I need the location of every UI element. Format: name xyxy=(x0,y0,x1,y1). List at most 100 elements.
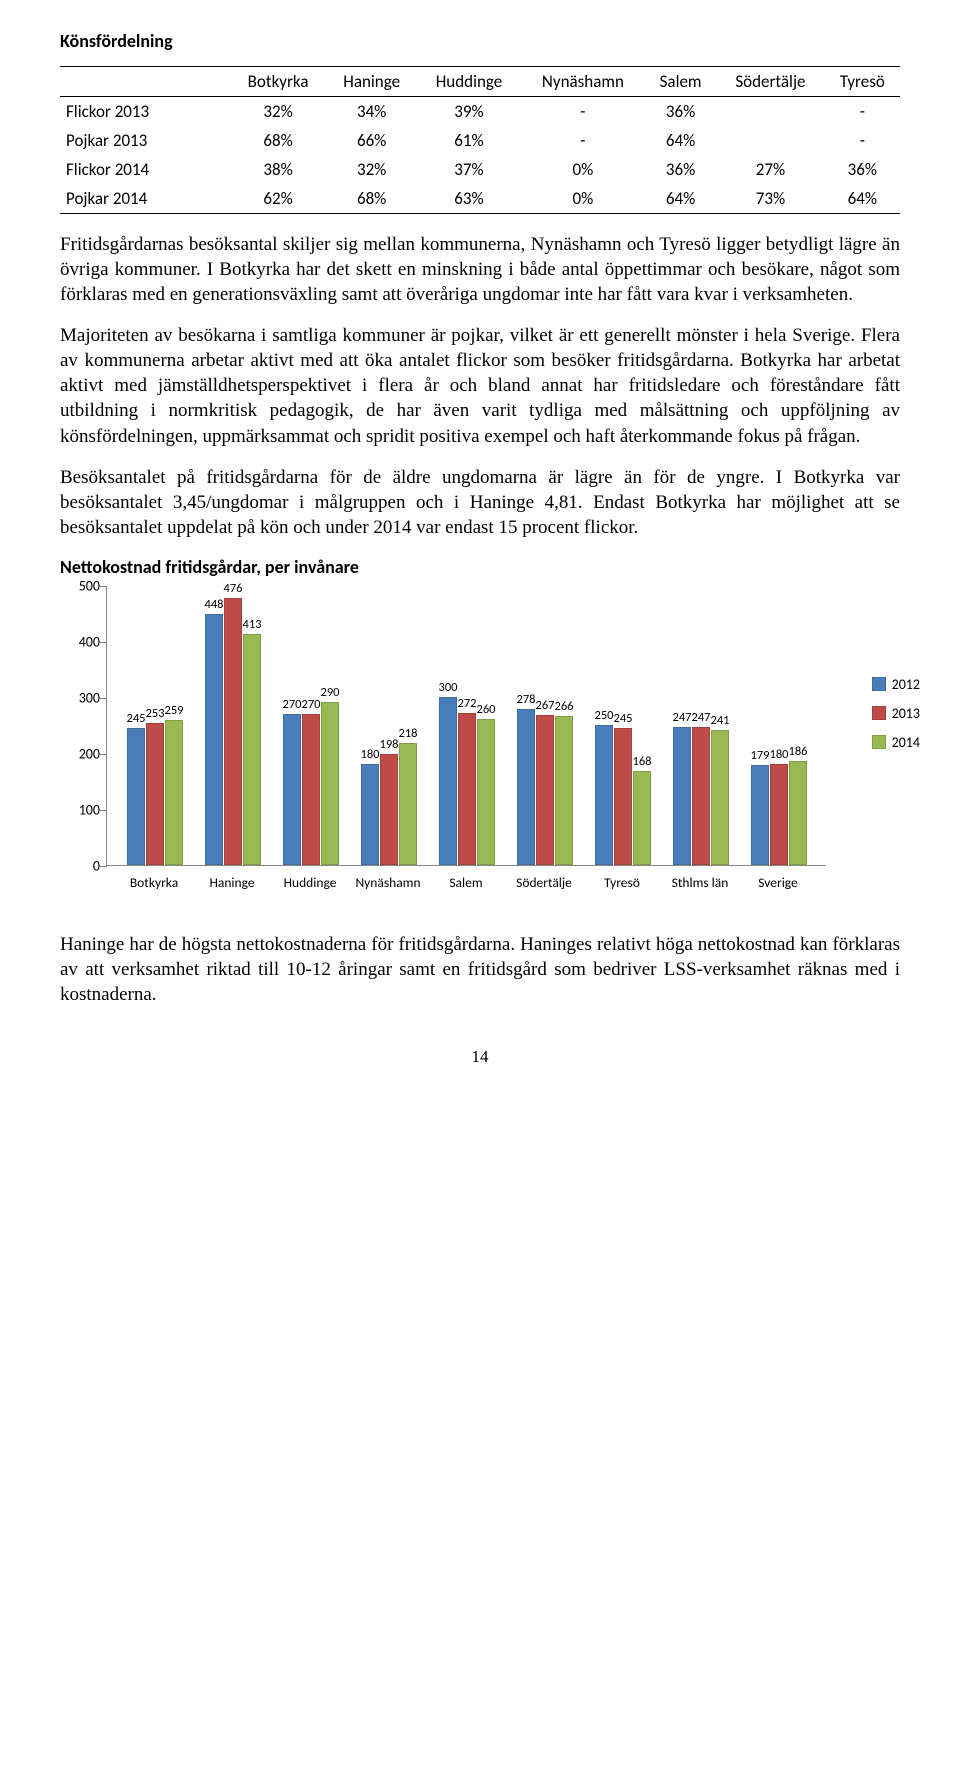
bar-value-label: 413 xyxy=(242,617,261,632)
bar xyxy=(536,715,554,865)
table-cell: 38% xyxy=(230,155,326,184)
table-cell: 62% xyxy=(230,184,326,214)
bar-value-label: 253 xyxy=(145,706,164,721)
bar xyxy=(517,709,535,865)
table-cell: 0% xyxy=(521,155,645,184)
table-cell: 36% xyxy=(645,97,716,127)
bar xyxy=(399,743,417,865)
table-col-header: Nynäshamn xyxy=(521,67,645,97)
bar-value-label: 476 xyxy=(223,581,242,596)
legend-swatch xyxy=(872,706,886,720)
x-axis-label: Huddinge xyxy=(284,874,337,891)
x-axis-label: Salem xyxy=(449,874,482,891)
table-cell: 66% xyxy=(326,126,417,155)
bar xyxy=(692,727,710,865)
bar-value-label: 260 xyxy=(476,702,495,717)
bar xyxy=(673,727,691,865)
bar xyxy=(321,702,339,864)
legend-item: 2013 xyxy=(872,705,920,722)
bar-value-label: 448 xyxy=(204,597,223,612)
x-axis-label: Sthlms län xyxy=(672,874,729,891)
closing-paragraph: Haninge har de högsta nettokostnaderna f… xyxy=(60,932,900,1007)
bar xyxy=(380,754,398,865)
bar xyxy=(243,634,261,865)
x-axis-label: Nynäshamn xyxy=(355,874,420,891)
bar-value-label: 270 xyxy=(301,697,320,712)
bar-value-label: 179 xyxy=(750,748,769,763)
table-cell: 64% xyxy=(825,184,900,214)
table-row-label: Flickor 2013 xyxy=(60,97,230,127)
legend-label: 2012 xyxy=(892,676,920,693)
table-col-header: Södertälje xyxy=(716,67,825,97)
table-col-header: Botkyrka xyxy=(230,67,326,97)
y-axis-tick-mark xyxy=(100,754,107,756)
bar-value-label: 218 xyxy=(398,726,417,741)
y-axis-tick-mark xyxy=(100,866,107,868)
legend-item: 2012 xyxy=(872,676,920,693)
bar xyxy=(711,730,729,865)
bar xyxy=(205,614,223,865)
bar xyxy=(555,716,573,865)
table-row-label: Pojkar 2014 xyxy=(60,184,230,214)
bar xyxy=(302,714,320,865)
chart-title: Nettokostnad fritidsgårdar, per invånare xyxy=(60,556,900,578)
x-axis-label: Tyresö xyxy=(604,874,640,891)
bar-value-label: 267 xyxy=(535,698,554,713)
bar-value-label: 245 xyxy=(613,711,632,726)
bar-value-label: 245 xyxy=(126,711,145,726)
bar-value-label: 180 xyxy=(769,747,788,762)
table-cell: 27% xyxy=(716,155,825,184)
bar xyxy=(146,723,164,865)
table-cell: 64% xyxy=(645,184,716,214)
table-cell: - xyxy=(521,126,645,155)
bar-value-label: 247 xyxy=(691,710,710,725)
y-axis-tick-mark xyxy=(100,642,107,644)
bar-value-label: 247 xyxy=(672,710,691,725)
legend-label: 2013 xyxy=(892,705,920,722)
body-paragraph: Besöksantalet på fritidsgårdarna för de … xyxy=(60,465,900,540)
x-axis-label: Södertälje xyxy=(516,874,572,891)
bar xyxy=(595,725,613,865)
table-cell: - xyxy=(825,97,900,127)
bar xyxy=(633,771,651,865)
page-number: 14 xyxy=(60,1047,900,1067)
bar-chart: 0100200300400500 24525325944847641327027… xyxy=(60,586,920,926)
bar xyxy=(361,764,379,865)
bar-value-label: 272 xyxy=(457,696,476,711)
legend-item: 2014 xyxy=(872,734,920,751)
body-paragraph: Fritidsgårdarnas besöksantal skiljer sig… xyxy=(60,232,900,307)
y-axis-tick: 0 xyxy=(93,857,100,874)
bar xyxy=(477,719,495,865)
bar xyxy=(789,761,807,865)
table-row-label: Flickor 2014 xyxy=(60,155,230,184)
body-paragraph: Majoriteten av besökarna i samtliga komm… xyxy=(60,323,900,448)
table-col-header: Tyresö xyxy=(825,67,900,97)
bar-value-label: 250 xyxy=(594,708,613,723)
bar xyxy=(458,713,476,865)
table-cell: 37% xyxy=(417,155,521,184)
table-cell: 73% xyxy=(716,184,825,214)
table-cell: 68% xyxy=(326,184,417,214)
table-cell: - xyxy=(521,97,645,127)
table-col-header: Haninge xyxy=(326,67,417,97)
y-axis-tick: 200 xyxy=(79,745,100,762)
bar xyxy=(127,728,145,865)
table-cell: 34% xyxy=(326,97,417,127)
legend-label: 2014 xyxy=(892,734,920,751)
x-axis-label: Sverige xyxy=(758,874,798,891)
bar-value-label: 241 xyxy=(710,713,729,728)
gender-table: BotkyrkaHaningeHuddingeNynäshamnSalemSöd… xyxy=(60,66,900,214)
bar-value-label: 290 xyxy=(320,685,339,700)
bar xyxy=(439,697,457,865)
bar-value-label: 259 xyxy=(164,703,183,718)
legend-swatch xyxy=(872,735,886,749)
bar-value-label: 266 xyxy=(554,699,573,714)
bar xyxy=(224,598,242,865)
x-axis-label: Botkyrka xyxy=(130,874,178,891)
table-cell: 68% xyxy=(230,126,326,155)
bar-value-label: 198 xyxy=(379,737,398,752)
y-axis-tick-mark xyxy=(100,810,107,812)
legend-swatch xyxy=(872,677,886,691)
table-cell: 36% xyxy=(825,155,900,184)
table-cell: 36% xyxy=(645,155,716,184)
